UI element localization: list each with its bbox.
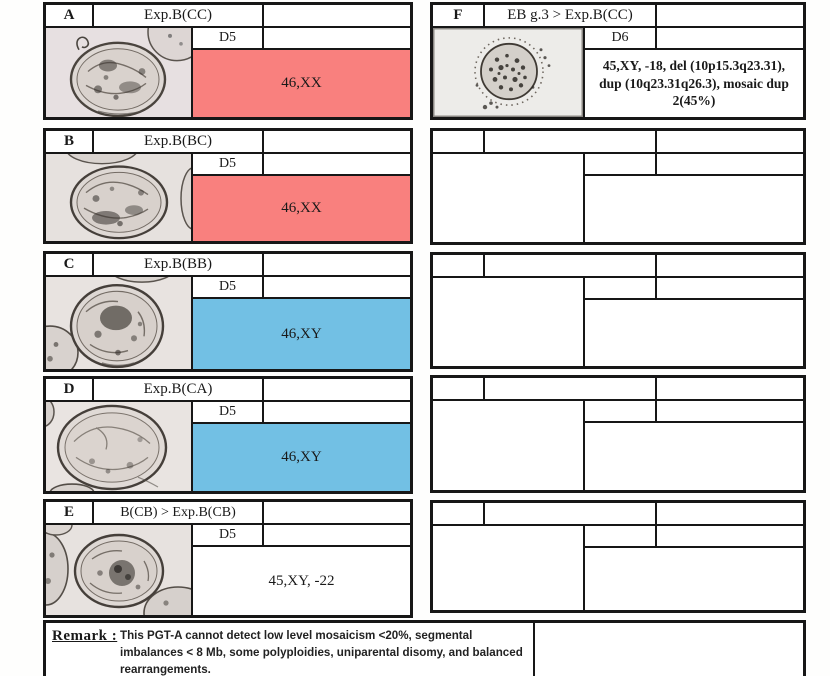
embryo-panel-c: C Exp.B(BB) D5 46,XY [43,251,413,372]
embryo-image [46,402,193,491]
karyotype-result: 46,XX [193,176,410,241]
remark-label: Remark : [52,628,118,644]
embryo-image [433,28,585,117]
panel-title: Exp.B(BB) [94,254,264,277]
empty-panel-4 [430,500,806,613]
day-cell: D5 [193,154,264,176]
karyotype-result [585,423,803,490]
embryo-image-placeholder [433,401,585,490]
embryo-image [46,28,193,117]
panel-letter [433,131,485,154]
remark-blank-cell [535,623,803,676]
panel-header-blank-cell [657,131,803,154]
embryo-image [46,277,193,369]
day-blank-cell [264,154,410,176]
remark-text: This PGT-A cannot detect low level mosai… [120,629,523,676]
panel-header-blank-cell [657,5,803,28]
day-blank-cell [657,154,803,176]
panel-title [485,255,657,278]
embryo-image-placeholder [433,154,585,242]
day-blank-cell [657,401,803,423]
panel-letter [433,503,485,526]
karyotype-result [585,176,803,242]
day-blank-cell [657,526,803,548]
day-cell: D5 [193,402,264,424]
day-cell [585,401,657,423]
panel-header-blank-cell [657,378,803,401]
embryo-panel-b: B Exp.B(BC) D5 46,XX [43,128,413,244]
panel-header-blank-cell [264,131,410,154]
panel-letter [433,255,485,278]
empty-panel-1 [430,128,806,245]
embryo-image [46,154,193,241]
day-cell: D6 [585,28,657,50]
embryo-image-placeholder [433,278,585,366]
panel-title [485,378,657,401]
day-blank-cell [264,402,410,424]
remark-section: Remark : This PGT-A cannot detect low le… [43,620,806,676]
panel-title: Exp.B(CC) [94,5,264,28]
karyotype-result [585,548,803,610]
panel-title: Exp.B(CA) [94,379,264,402]
karyotype-result: 46,XY [193,424,410,491]
panel-letter: D [46,379,94,402]
day-blank-cell [264,277,410,299]
day-cell: D5 [193,28,264,50]
panel-header-blank-cell [264,379,410,402]
embryo-image-placeholder [433,526,585,610]
day-blank-cell [264,525,410,547]
panel-header-blank-cell [264,502,410,525]
day-cell [585,278,657,300]
karyotype-result: 45,XY, -18, del (10p15.3q23.31), dup (10… [585,50,803,117]
panel-title: EB g.3 > Exp.B(CC) [485,5,657,28]
panel-letter: B [46,131,94,154]
karyotype-result: 45,XY, -22 [193,547,410,615]
day-cell: D5 [193,525,264,547]
day-blank-cell [264,28,410,50]
panel-title: Exp.B(BC) [94,131,264,154]
karyotype-result: 46,XY [193,299,410,369]
day-blank-cell [657,278,803,300]
remark-cell: Remark : This PGT-A cannot detect low le… [46,623,535,676]
panel-header-blank-cell [264,254,410,277]
panel-title: B(CB) > Exp.B(CB) [94,502,264,525]
panel-title [485,131,657,154]
panel-header-blank-cell [657,255,803,278]
panel-letter: C [46,254,94,277]
day-cell [585,154,657,176]
panel-letter: A [46,5,94,28]
panel-header-blank-cell [264,5,410,28]
karyotype-result: 46,XX [193,50,410,117]
day-cell: D5 [193,277,264,299]
embryo-panel-e: E B(CB) > Exp.B(CB) D5 45,XY, -22 [43,499,413,618]
panel-letter: E [46,502,94,525]
panel-letter: F [433,5,485,28]
panel-letter [433,378,485,401]
karyotype-result [585,300,803,366]
day-blank-cell [657,28,803,50]
day-cell [585,526,657,548]
empty-panel-3 [430,375,806,493]
panel-header-blank-cell [657,503,803,526]
embryo-image [46,525,193,615]
embryo-panel-d: D Exp.B(CA) D5 46,XY [43,376,413,494]
empty-panel-2 [430,252,806,369]
embryo-panel-a: A Exp.B(CC) D5 46,XX [43,2,413,120]
panel-title [485,503,657,526]
embryo-panel-f: F EB g.3 > Exp.B(CC) [430,2,806,120]
